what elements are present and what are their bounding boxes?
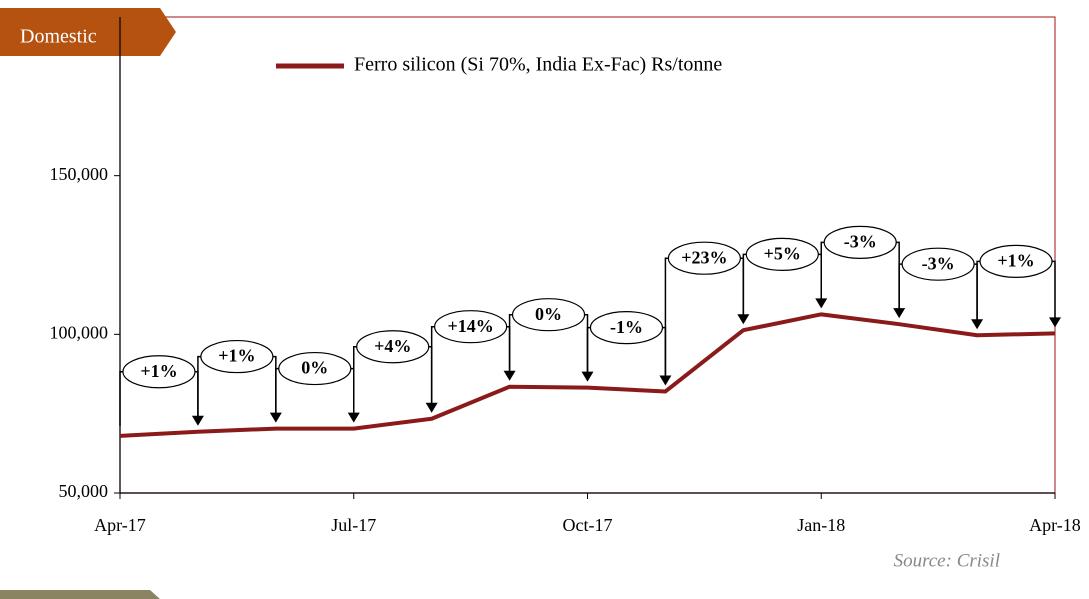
- annotation-bubble: [511, 298, 586, 332]
- tag-banner-bottom: [0, 590, 160, 599]
- series-line: [119, 312, 1056, 438]
- annotation-label: -1%: [610, 317, 643, 337]
- x-tick-label: Oct-17: [563, 515, 613, 535]
- annotation-bubble: [356, 330, 430, 364]
- y-tick-label: 100,000: [50, 322, 109, 342]
- annotation-label: +1%: [997, 251, 1034, 271]
- annotation-label: -3%: [844, 231, 877, 251]
- legend-label: Ferro silicon (Si 70%, India Ex-Fac) Rs/…: [354, 54, 722, 76]
- annotation-bubble: [589, 311, 664, 345]
- annotation-label: +5%: [764, 243, 801, 263]
- annotation-bubble: [979, 244, 1053, 278]
- x-tick-label: Apr-18: [1029, 515, 1081, 535]
- x-tick-label: Apr-17: [94, 515, 146, 535]
- annotation-bubble: [278, 351, 352, 386]
- annotation-label: -3%: [922, 253, 955, 273]
- tag-banner: [0, 8, 176, 56]
- x-tick-label: Jul-17: [331, 515, 376, 535]
- annotation-bubble: [823, 225, 897, 259]
- annotation-label: +1%: [218, 346, 255, 366]
- annotation-label: +1%: [140, 361, 177, 381]
- source: Source: Crisil: [894, 550, 1000, 571]
- tag-text: Domestic: [20, 26, 97, 48]
- annotation-bubble: [434, 310, 508, 344]
- annotation-arrow: [1049, 317, 1061, 328]
- annotation-bubble: [122, 355, 196, 389]
- y-tick-label: 50,000: [59, 481, 109, 501]
- annotation-bubble: [745, 237, 819, 271]
- x-tick-label: Jan-18: [797, 515, 845, 535]
- annotation-bubble: [200, 339, 274, 374]
- annotation-label: 0%: [301, 358, 328, 378]
- annotation-bubble: [901, 247, 975, 281]
- annotation-label: +4%: [374, 336, 411, 356]
- annotation-label: +14%: [447, 316, 493, 336]
- annotation-bubble: [667, 241, 741, 275]
- annotation-label: +23%: [681, 247, 727, 267]
- annotation-label: 0%: [535, 304, 562, 324]
- y-tick-label: 150,000: [50, 164, 109, 184]
